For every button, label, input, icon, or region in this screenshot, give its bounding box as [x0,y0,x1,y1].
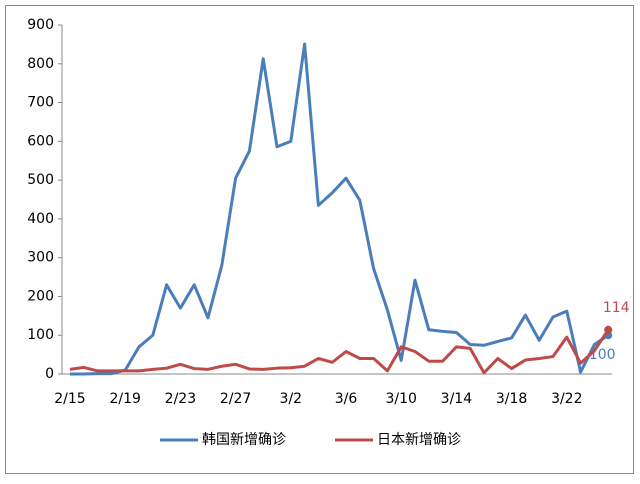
data-label: 100 [589,347,616,363]
x-tick-label: 2/19 [109,391,140,407]
series-line [69,328,610,375]
y-tick-label: 400 [27,211,54,227]
x-tick-label: 3/2 [280,391,303,407]
y-tick-label: 0 [45,366,54,382]
y-tick-label: 800 [27,56,54,72]
chart-frame [5,5,634,474]
x-tick-label: 3/14 [441,391,473,407]
end-marker [604,325,613,334]
data-label: 114 [603,300,630,316]
y-tick-label: 500 [27,172,54,188]
y-tick-label: 300 [27,250,54,266]
series-line [70,42,610,376]
x-tick-label: 3/18 [496,391,527,407]
x-tick-label: 3/22 [551,391,582,407]
x-tick-label: 2/15 [54,391,85,407]
x-tick-label: 2/23 [165,391,196,407]
x-tick-label: 2/27 [220,391,251,407]
legend-label: 日本新增确诊 [377,432,461,448]
y-tick-label: 700 [27,95,54,111]
legend-label: 韩国新增确诊 [202,432,286,448]
y-tick-label: 100 [27,327,54,343]
y-tick-label: 900 [27,17,54,33]
y-tick-label: 200 [27,288,54,304]
x-tick-label: 3/6 [335,391,358,407]
y-tick-label: 600 [27,133,54,149]
x-tick-label: 3/10 [385,391,416,407]
